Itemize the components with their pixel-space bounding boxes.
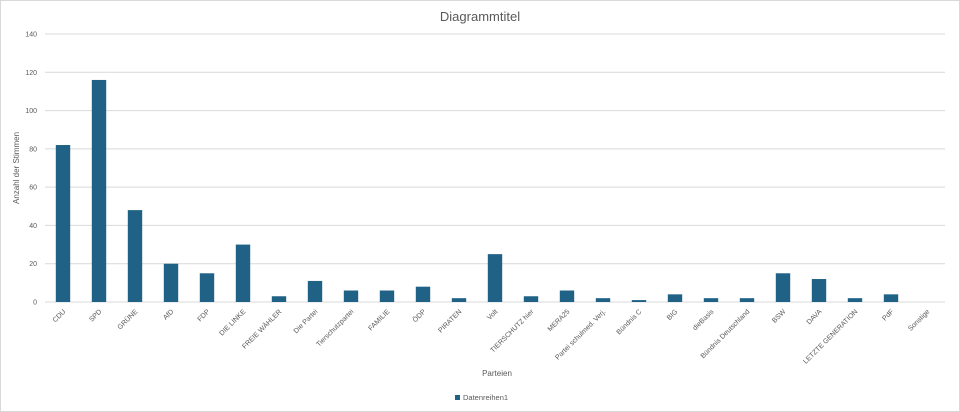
x-tick-label: ÖDP <box>411 308 428 325</box>
bar[interactable] <box>595 298 611 302</box>
x-tick-label: DAVA <box>806 308 824 326</box>
bar[interactable] <box>163 263 179 302</box>
x-tick-label: BSW <box>771 308 788 325</box>
x-tick-label: Die Partei <box>293 308 320 335</box>
x-tick-label: FAMILIE <box>367 308 391 332</box>
bar[interactable] <box>379 290 395 302</box>
x-tick-label: CDU <box>52 308 68 324</box>
bar[interactable] <box>523 296 539 302</box>
x-tick-label: PdF <box>881 308 895 322</box>
x-axis-title: Parteien <box>482 369 512 378</box>
x-tick-label: Bündnis C <box>616 308 644 336</box>
bar[interactable] <box>703 298 719 302</box>
bar[interactable] <box>235 244 251 302</box>
legend-swatch <box>455 395 460 400</box>
bar[interactable] <box>271 296 287 302</box>
legend-label: Datenreihen1 <box>463 393 508 402</box>
legend[interactable]: Datenreihen1 <box>455 393 508 402</box>
x-tick-label: SPD <box>88 308 103 323</box>
x-tick-label: PIRATEN <box>437 308 463 334</box>
bar[interactable] <box>55 145 71 302</box>
chart-title: Diagrammtitel <box>440 9 520 24</box>
bar[interactable] <box>127 210 143 302</box>
bars <box>55 79 899 302</box>
bar[interactable] <box>451 298 467 302</box>
x-tick-label: Volt <box>486 308 499 321</box>
y-tick-label: 140 <box>25 32 37 39</box>
bar[interactable] <box>631 300 647 302</box>
x-tick-label: dieBasis <box>692 308 716 332</box>
x-tick-label: Tierschutzpartei <box>315 308 355 348</box>
bar[interactable] <box>343 290 359 302</box>
x-tick-label: AfD <box>162 308 175 321</box>
bar[interactable] <box>739 298 755 302</box>
x-tick-label: FREIE WÄHLER <box>241 308 284 351</box>
y-tick-label: 20 <box>29 261 37 268</box>
x-tick-label: MERA25 <box>547 308 572 333</box>
x-tick-label: GRÜNE <box>116 308 140 332</box>
y-tick-label: 40 <box>29 223 37 230</box>
bar[interactable] <box>775 273 791 302</box>
y-tick-label: 120 <box>25 70 37 77</box>
y-tick-label: 80 <box>29 146 37 153</box>
x-tick-label: FDP <box>197 308 212 323</box>
x-tick-label: DIE LINKE <box>219 308 248 337</box>
bar[interactable] <box>559 290 575 302</box>
bar[interactable] <box>811 279 827 302</box>
bar[interactable] <box>307 280 323 302</box>
y-tick-label: 0 <box>33 300 37 307</box>
y-axis-ticks: 0 20 40 60 80 100 120 140 <box>25 32 37 307</box>
bar[interactable] <box>847 298 863 302</box>
bar[interactable] <box>91 79 107 302</box>
bar[interactable] <box>487 254 503 302</box>
bar[interactable] <box>667 294 683 302</box>
x-tick-label: BIG <box>666 308 679 321</box>
bar[interactable] <box>883 294 899 302</box>
y-tick-label: 60 <box>29 185 37 192</box>
gridlines <box>45 33 945 303</box>
bar[interactable] <box>199 273 215 302</box>
x-tick-label: Sonstige <box>907 308 931 332</box>
y-axis-title: Anzahl der Stimmen <box>12 132 21 204</box>
bar[interactable] <box>415 286 431 302</box>
y-tick-label: 100 <box>25 108 37 115</box>
